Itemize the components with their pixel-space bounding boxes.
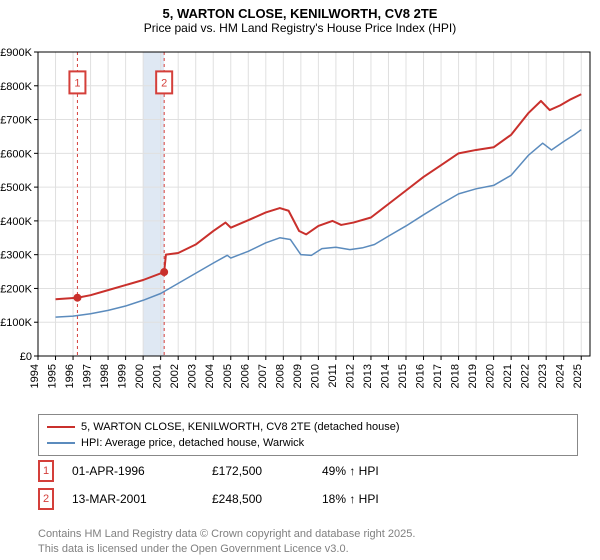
legend: 5, WARTON CLOSE, KENILWORTH, CV8 2TE (de… [38,414,578,456]
legend-swatch-1 [47,442,75,444]
svg-text:2015: 2015 [397,364,409,388]
sale-row-1: 2 13-MAR-2001 £248,500 18% ↑ HPI [38,488,578,510]
svg-text:2: 2 [161,77,167,89]
svg-text:1995: 1995 [47,364,59,388]
svg-text:2011: 2011 [327,364,339,388]
svg-text:2014: 2014 [379,364,391,388]
legend-label-0: 5, WARTON CLOSE, KENILWORTH, CV8 2TE (de… [81,421,400,433]
svg-text:2003: 2003 [187,364,199,388]
svg-text:2022: 2022 [520,364,532,388]
svg-text:£300K: £300K [0,250,32,262]
legend-item-0: 5, WARTON CLOSE, KENILWORTH, CV8 2TE (de… [47,419,569,435]
svg-text:2000: 2000 [134,364,146,388]
svg-text:£0: £0 [20,351,32,363]
svg-text:£400K: £400K [0,216,32,228]
svg-text:2012: 2012 [344,364,356,388]
svg-text:1998: 1998 [99,364,111,388]
svg-text:2024: 2024 [555,364,567,388]
svg-text:1: 1 [74,77,80,89]
svg-text:2008: 2008 [274,364,286,388]
sale-delta-1: 18% ↑ HPI [322,492,422,506]
svg-text:2001: 2001 [152,364,164,388]
svg-text:2023: 2023 [537,364,549,388]
svg-text:2005: 2005 [222,364,234,388]
title-line2: Price paid vs. HM Land Registry's House … [0,21,600,35]
svg-text:2013: 2013 [362,364,374,388]
attribution-line1: Contains HM Land Registry data © Crown c… [38,527,415,541]
svg-text:1999: 1999 [117,364,129,388]
chart-area: £0 £100K £200K £300K £400K £500K £600K £700K £80… [0,46,600,406]
svg-text:£500K: £500K [0,182,32,194]
attribution: Contains HM Land Registry data © Crown c… [38,527,415,556]
svg-text:1997: 1997 [82,364,94,388]
legend-item-1: HPI: Average price, detached house, Warw… [47,435,569,451]
sale-badge-1: 2 [38,488,54,510]
svg-text:2004: 2004 [204,364,216,388]
chart-svg: £0 £100K £200K £300K £400K £500K £600K £700K £80… [0,46,600,406]
svg-text:2009: 2009 [292,364,304,388]
svg-text:2010: 2010 [309,364,321,388]
svg-text:2018: 2018 [450,364,462,388]
svg-text:1994: 1994 [29,364,41,388]
sale-badge-0: 1 [38,460,54,482]
sale-date-0: 01-APR-1996 [72,464,212,478]
title-line1: 5, WARTON CLOSE, KENILWORTH, CV8 2TE [0,6,600,21]
title-block: 5, WARTON CLOSE, KENILWORTH, CV8 2TE Pri… [0,0,600,35]
svg-text:£100K: £100K [0,317,32,329]
svg-text:2017: 2017 [432,364,444,388]
svg-text:2019: 2019 [467,364,479,388]
svg-text:2020: 2020 [485,364,497,388]
sale-price-0: £172,500 [212,464,322,478]
svg-text:1996: 1996 [64,364,76,388]
sale-row-0: 1 01-APR-1996 £172,500 49% ↑ HPI [38,460,578,482]
attribution-line2: This data is licensed under the Open Gov… [38,542,415,556]
svg-text:2007: 2007 [257,364,269,388]
sale-badge-label-0: 1 [43,465,49,477]
sale-price-1: £248,500 [212,492,322,506]
legend-label-1: HPI: Average price, detached house, Warw… [81,437,304,449]
legend-swatch-0 [47,426,75,428]
sale-date-1: 13-MAR-2001 [72,492,212,506]
sale-badge-label-1: 2 [43,493,49,505]
svg-text:£900K: £900K [0,47,32,59]
svg-text:£700K: £700K [0,115,32,127]
chart-container: 5, WARTON CLOSE, KENILWORTH, CV8 2TE Pri… [0,0,600,560]
svg-text:£200K: £200K [0,283,32,295]
svg-text:2025: 2025 [572,364,584,388]
svg-text:2002: 2002 [169,364,181,388]
sale-delta-0: 49% ↑ HPI [322,464,422,478]
svg-text:£800K: £800K [0,81,32,93]
svg-text:£600K: £600K [0,148,32,160]
svg-text:2016: 2016 [415,364,427,388]
svg-text:2006: 2006 [239,364,251,388]
svg-text:2021: 2021 [502,364,514,388]
